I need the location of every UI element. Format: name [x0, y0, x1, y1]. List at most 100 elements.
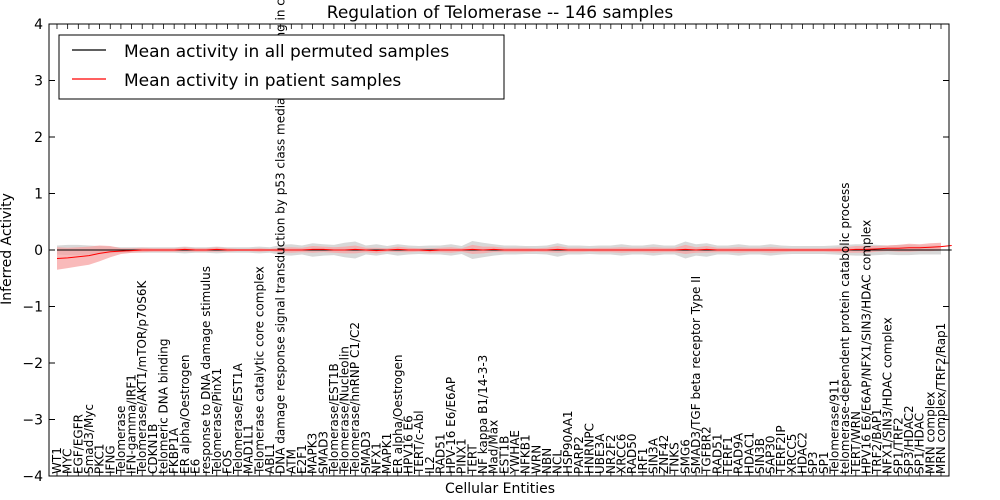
x-tick-label: HSP90AA1 — [561, 410, 575, 474]
x-tick-label: Telomerase/hnRNP C1/C2 — [348, 322, 362, 475]
x-tick-label: NCL — [551, 450, 565, 474]
x-tick-label: Telomerase/AKT1/mTOR/p70S6K — [135, 279, 149, 475]
x-tick-label: EST1B — [497, 436, 511, 474]
y-tick-label: 3 — [34, 74, 43, 90]
y-tick-label: −2 — [22, 356, 43, 372]
x-tick-label: TRF2/BAP1 — [870, 408, 884, 475]
x-tick-label: Telomerase — [114, 406, 128, 475]
x-tick-label: TNKS — [668, 442, 682, 475]
x-tick-label: Mad/Max — [487, 420, 501, 474]
x-tick-label: TERF1 — [721, 436, 735, 475]
x-tick-label: Telomerase/911 — [828, 379, 842, 475]
x-tick-label: IFN-gamma/IRF1 — [125, 374, 139, 474]
x-tick-label: SIN3B — [753, 438, 767, 474]
x-tick-label: IL2 — [423, 456, 437, 474]
x-tick-label: PARP2 — [572, 436, 586, 474]
y-tick-label: 4 — [34, 17, 43, 33]
x-tick-label: MAPK3 — [306, 433, 320, 474]
x-tick-label: ZNF42 — [657, 435, 671, 474]
y-axis: 4 3 2 1 0 −1 −2 −3 −4 — [22, 17, 949, 485]
x-tick-label: telomeric DNA binding — [157, 339, 171, 475]
x-tick-label: RAD9A — [732, 432, 746, 474]
x-tick-label: SMAD3 — [316, 431, 330, 474]
x-tick-label: TERT — [465, 444, 479, 475]
x-tick-label: Telomerase/EST1A — [231, 362, 245, 475]
x-tick-label: NFKB1 — [519, 434, 533, 474]
x-tick-label: ABL1 — [263, 443, 277, 474]
x-tick-label: response to DNA damage stimulus — [199, 266, 213, 474]
x-tick-label: TERT/c-Abl — [412, 410, 426, 475]
x-tick-label: UBE3A — [593, 433, 607, 474]
legend-label-permuted: Mean activity in all permuted samples — [124, 42, 449, 62]
legend: Mean activity in all permuted samples Me… — [58, 34, 505, 100]
x-axis-label: Cellular Entities — [445, 481, 555, 497]
x-tick-label: telomerase-dependent protein catabolic p… — [838, 183, 852, 474]
x-tick-label: NR2F2 — [604, 435, 618, 475]
x-tick-label: Telomerase/PinX1 — [210, 368, 224, 475]
patient-mean-line — [56, 245, 952, 259]
x-tick-label: RAD51 — [433, 433, 447, 474]
x-tick-label: Telomerase catalytic core complex — [252, 266, 266, 475]
patient-band — [57, 242, 941, 270]
x-tick-label: DNA damage response signal transduction … — [274, 0, 288, 474]
x-tick-label: FOS — [220, 450, 234, 474]
x-tick-label: SIN3A — [646, 437, 660, 474]
x-tick-label: XRCC5 — [785, 434, 799, 474]
x-tick-label: HDAC2 — [796, 432, 810, 474]
x-tick-label: ER alpha/Oestrogen — [391, 355, 405, 474]
x-tick-label: SMAD3/TGF beta receptor Type II — [689, 276, 703, 474]
x-tick-label: CDKN1B — [146, 424, 160, 474]
legend-label-patient: Mean activity in patient samples — [124, 71, 401, 91]
x-tick-label: HNRNPC — [583, 423, 597, 474]
x-tick-label: HPV-16 E6/E6AP — [444, 377, 458, 474]
x-tick-label: YWHAE — [508, 430, 522, 475]
x-tick-label: TERF2IP — [774, 425, 788, 475]
x-tick-label: NBN — [540, 448, 554, 474]
x-tick-label: E6 — [189, 459, 203, 474]
y-tick-label: −1 — [22, 300, 43, 316]
y-tick-label: −3 — [22, 413, 43, 429]
x-tick-label: MRN complex/TRF2/Rap1 — [934, 323, 948, 474]
x-tick-label: RAD50 — [625, 433, 639, 474]
y-axis-label: Inferred Activity — [0, 193, 15, 305]
y-tick-label: 1 — [34, 187, 43, 203]
x-tick-label: SP3 — [806, 452, 820, 475]
x-tick-label: Telomerase/Nucleolin — [338, 346, 352, 475]
x-tick-label: HPV16 E6/E6AP/NFX1/SIN3/HDAC complex — [859, 220, 873, 474]
legend-box — [58, 34, 505, 100]
x-tick-label: Telomerase/EST1B — [327, 363, 341, 475]
plot-frame — [48, 23, 950, 477]
x-tick-labels: WT1MYCEGF/EGFRSmad3/MycPKC1IFNGTelomeras… — [50, 0, 948, 476]
x-tick-label: IFNG — [103, 445, 117, 474]
x-tick-label: SP1/HDAC — [913, 413, 927, 474]
y-tick-label: −4 — [22, 469, 43, 485]
x-tick-label: ATM — [284, 449, 298, 474]
x-tick-label: HDAC1 — [742, 432, 756, 474]
x-tick-label: WRN — [529, 445, 543, 474]
x-tick-label: MAPK1 — [380, 433, 394, 474]
x-tick-label: NF kappa B1/14-3-3 — [476, 355, 490, 474]
x-tick-label: SP1/TRF2 — [891, 417, 905, 474]
x-tick-label: HPV16 E6 — [402, 415, 416, 474]
x-tick-label: SP3/HDAC2 — [902, 405, 916, 474]
x-tick-label: FKBP1A — [167, 427, 181, 474]
x-tick-label: RAD51 — [710, 433, 724, 474]
x-tick-label: NFX1 — [370, 442, 384, 474]
x-tick-label: XRCC6 — [615, 434, 629, 474]
x-tick-label: ER alpha/Oestrogen — [178, 355, 192, 474]
x-tick-label: SAP30 — [764, 435, 778, 474]
y-tick-label: 0 — [34, 243, 43, 259]
series-lines — [56, 245, 952, 259]
x-tick-label: MRN complex — [923, 392, 937, 474]
x-tick-label: PKC1 — [93, 444, 107, 474]
x-tick-label: MAD1L1 — [242, 424, 256, 474]
chart-title: Regulation of Telomerase -- 146 samples — [327, 3, 674, 23]
x-tick-label: SMAD3 — [359, 431, 373, 474]
y-tick-label: 2 — [34, 130, 43, 146]
x-tick-label: E2F1 — [295, 444, 309, 474]
x-tick-label: WT1 — [50, 447, 64, 474]
x-tick-label: IRF1 — [636, 448, 650, 474]
x-tick-label: EGF/EGFR — [71, 414, 85, 474]
x-tick-label: SP1 — [817, 452, 831, 475]
